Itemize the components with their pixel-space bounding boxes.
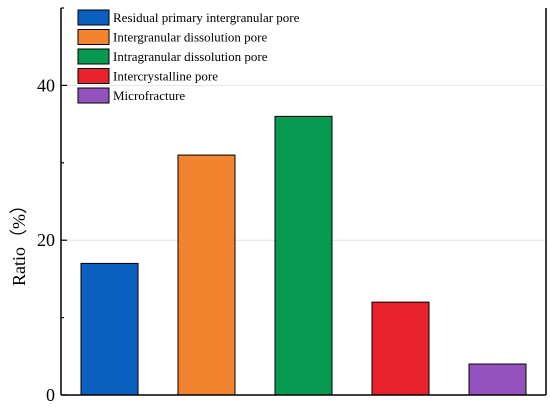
bar-3 <box>274 115 333 396</box>
bars <box>80 115 527 396</box>
legend-label-3: Intragranular dissolution pore <box>113 49 268 64</box>
legend-swatch-2 <box>77 29 110 45</box>
legend-label-1: Residual primary intergranular pore <box>113 10 300 25</box>
legend: Residual primary intergranular pore Inter… <box>77 9 300 104</box>
y-tick-label-20: 20 <box>37 230 55 250</box>
axes: 0 20 40 <box>37 7 547 405</box>
legend-swatch-1 <box>77 9 110 26</box>
legend-label-4: Intercrystalline pore <box>113 69 218 84</box>
bar-1 <box>80 262 139 396</box>
legend-swatch-4 <box>77 68 110 84</box>
bar-5 <box>468 363 527 396</box>
y-tick-label-0: 0 <box>46 385 55 405</box>
bar-2 <box>177 154 236 396</box>
y-tick-label-40: 40 <box>37 75 55 95</box>
legend-swatch-3 <box>77 48 110 65</box>
legend-label-5: Microfracture <box>113 88 185 103</box>
bar-4 <box>371 301 430 396</box>
y-axis-title: Ratio（%） <box>9 196 29 286</box>
legend-swatch-5 <box>77 87 110 104</box>
legend-label-2: Intergranular dissolution pore <box>113 30 268 45</box>
